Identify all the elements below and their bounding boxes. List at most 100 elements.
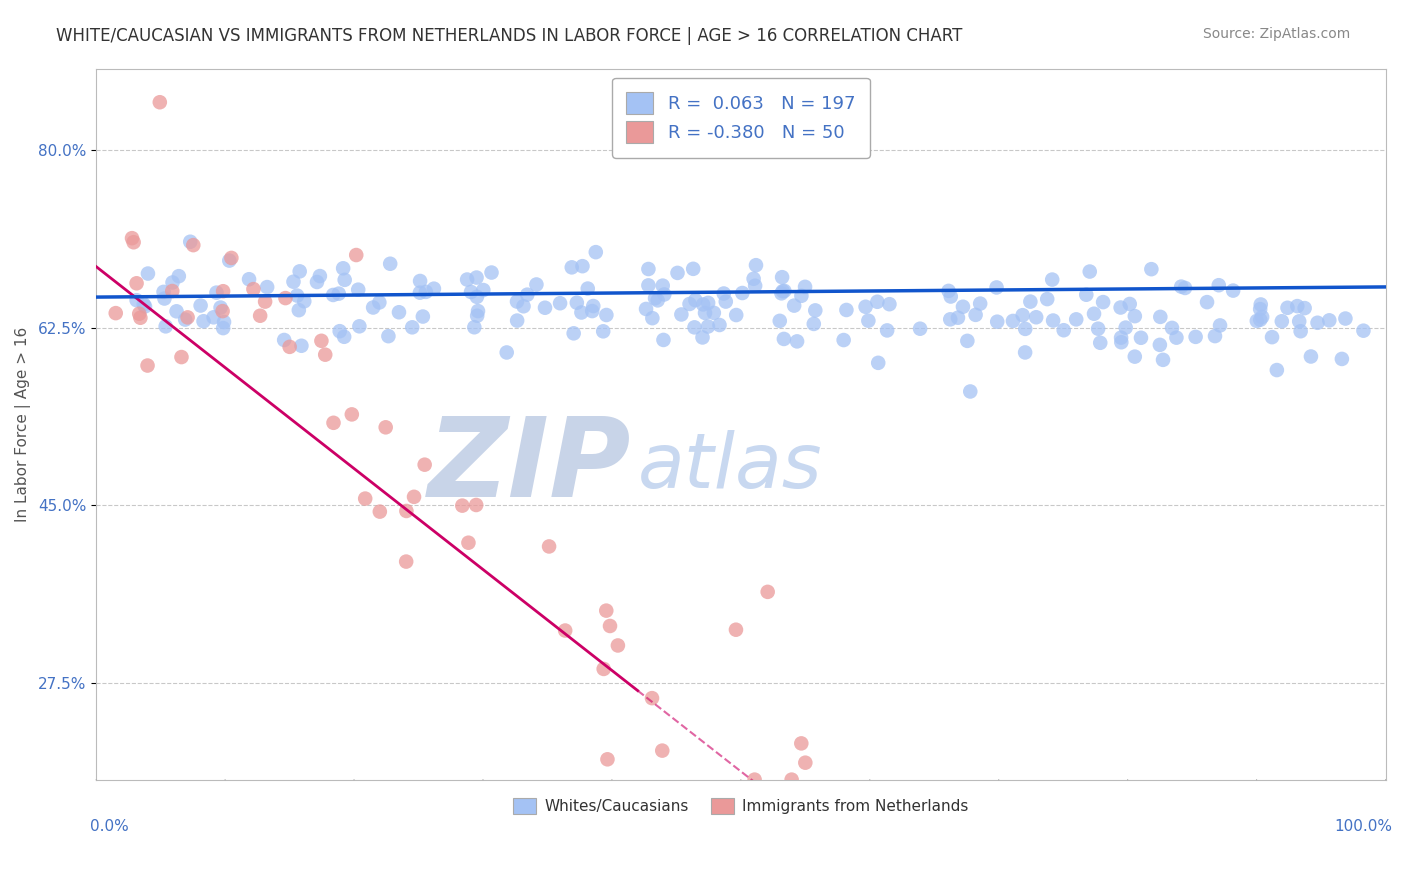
Point (952, 300, 974, 314)
Point (592, 662, 614, 676)
Point (333, 273, 356, 287)
Point (744, 278, 766, 293)
Point (986, 280, 1008, 294)
Point (409, 274, 432, 288)
Point (354, 491, 377, 506)
Point (581, 304, 603, 318)
Point (697, 319, 720, 334)
Point (152, 285, 174, 299)
Point (780, 772, 803, 787)
Point (682, 261, 704, 276)
Point (786, 334, 808, 349)
Point (1271, 314, 1294, 328)
Point (1011, 308, 1033, 322)
Point (803, 317, 825, 331)
Point (1261, 330, 1284, 344)
Point (571, 305, 593, 319)
Point (415, 285, 437, 299)
Point (211, 304, 233, 318)
Point (167, 269, 190, 284)
Point (329, 324, 352, 338)
Point (125, 293, 148, 308)
Point (465, 270, 488, 285)
Point (495, 345, 517, 359)
Point (571, 259, 593, 273)
Point (274, 291, 297, 305)
Point (413, 458, 436, 472)
Point (170, 350, 193, 364)
Point (309, 268, 332, 283)
Point (794, 756, 817, 770)
Point (959, 384, 981, 399)
Point (166, 304, 188, 318)
Point (1025, 310, 1047, 325)
Point (1053, 323, 1076, 337)
Point (465, 498, 488, 512)
Point (1087, 321, 1109, 335)
Point (311, 334, 333, 348)
Point (666, 266, 689, 280)
Point (409, 285, 432, 300)
Point (333, 330, 356, 344)
Point (1208, 278, 1230, 293)
Point (1353, 324, 1375, 338)
Point (212, 284, 235, 298)
Point (1286, 299, 1309, 313)
Point (129, 310, 152, 325)
Point (1140, 262, 1163, 277)
Point (756, 585, 779, 599)
Point (1130, 331, 1153, 345)
Point (121, 231, 143, 245)
Point (238, 272, 260, 286)
Point (835, 303, 858, 318)
Point (606, 639, 628, 653)
Point (744, 772, 766, 787)
Point (176, 310, 198, 325)
Point (388, 305, 411, 319)
Point (136, 267, 159, 281)
Point (858, 314, 880, 328)
Point (1251, 310, 1274, 324)
Point (179, 235, 201, 249)
Point (745, 258, 768, 272)
Point (725, 308, 748, 322)
Point (773, 332, 796, 346)
Point (1109, 331, 1132, 345)
Point (678, 297, 700, 311)
Point (249, 309, 271, 323)
Point (585, 245, 607, 260)
Text: 0.0%: 0.0% (90, 819, 128, 834)
Point (1115, 320, 1137, 334)
Point (242, 282, 264, 296)
Point (634, 301, 657, 316)
Point (340, 408, 363, 422)
Point (412, 310, 434, 324)
Point (939, 312, 962, 326)
Point (595, 308, 617, 322)
Point (908, 322, 931, 336)
Point (322, 416, 344, 430)
Point (395, 555, 418, 569)
Point (1294, 301, 1316, 315)
Point (1152, 352, 1174, 367)
Point (783, 299, 806, 313)
Point (548, 296, 571, 310)
Point (368, 505, 391, 519)
Point (305, 275, 328, 289)
Point (832, 333, 855, 347)
Point (1123, 350, 1146, 364)
Point (1111, 335, 1133, 350)
Point (770, 270, 793, 285)
Point (876, 323, 898, 337)
Point (938, 284, 960, 298)
Point (451, 499, 474, 513)
Point (731, 285, 754, 300)
Point (1083, 307, 1105, 321)
Point (866, 294, 889, 309)
Point (652, 287, 675, 301)
Point (1277, 301, 1299, 315)
Point (652, 333, 675, 347)
Point (1149, 338, 1171, 352)
Point (125, 277, 148, 291)
Point (742, 272, 765, 286)
